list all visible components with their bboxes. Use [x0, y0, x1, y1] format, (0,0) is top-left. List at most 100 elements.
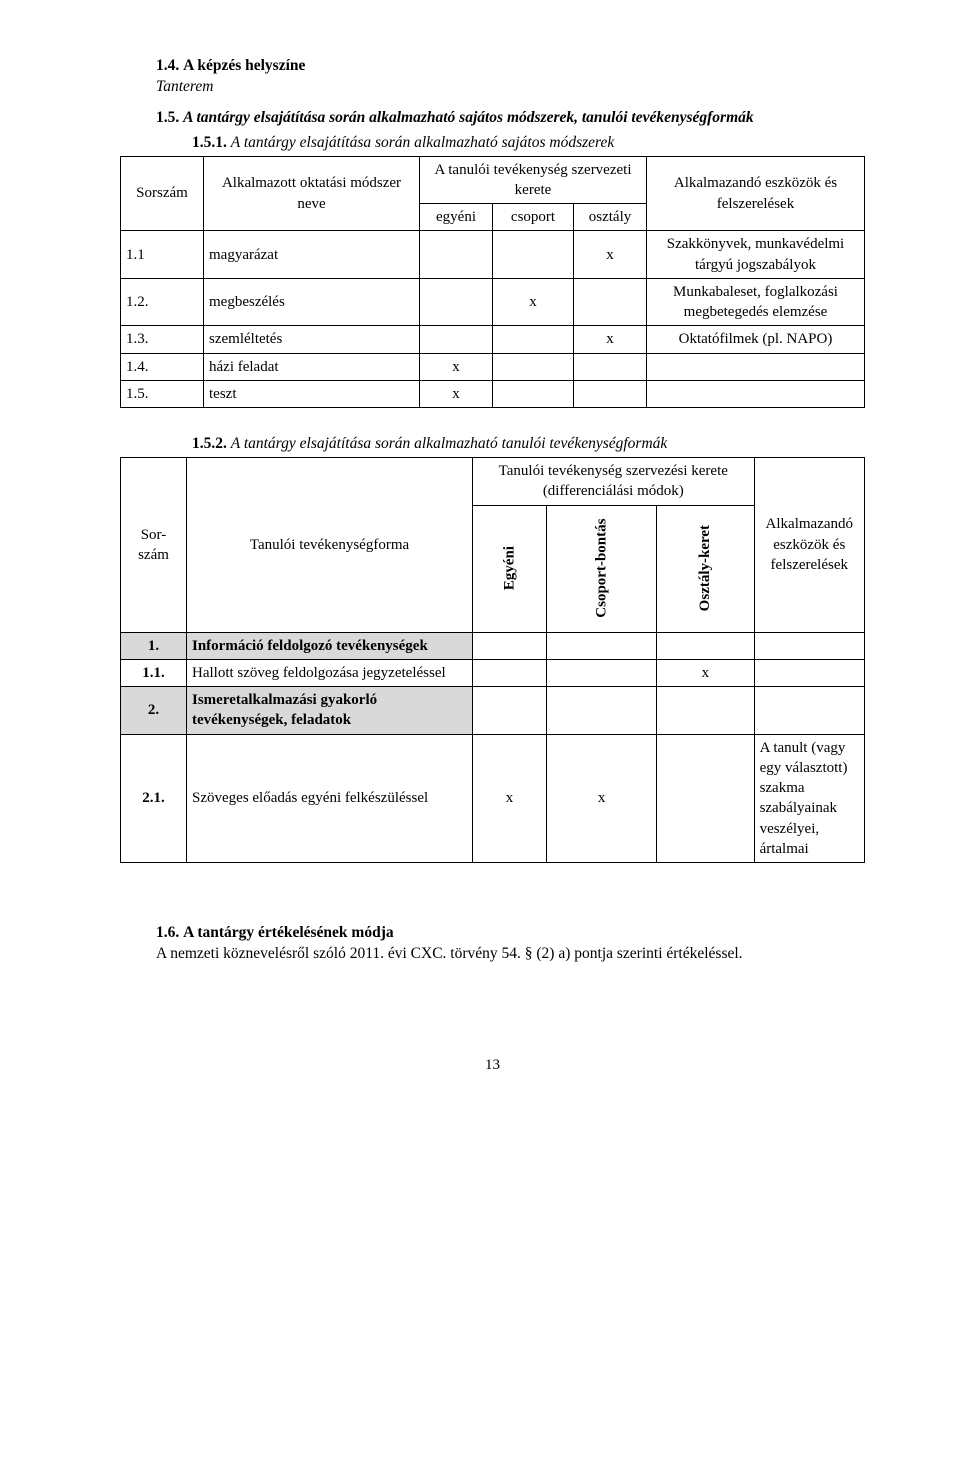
cell-csoport [493, 326, 574, 353]
cell-activity: Információ feldolgozó tevékenységek [187, 632, 473, 659]
section-1-5-2-num: 1.5.2. [192, 435, 227, 452]
cell-osztaly [574, 380, 647, 407]
cell-egyeni [473, 659, 547, 686]
hdr-csoport: csoport [493, 204, 574, 231]
hdr-egyeni: egyéni [420, 204, 493, 231]
cell-name: szemléltetés [204, 326, 420, 353]
cell-csoport [493, 353, 574, 380]
cell-sor: 1.1. [121, 659, 187, 686]
cell-osztaly: x [574, 326, 647, 353]
cell-eszk [754, 659, 864, 686]
hdr-name: Alkalmazott oktatási módszer neve [204, 156, 420, 231]
cell-name: magyarázat [204, 231, 420, 279]
cell-name: teszt [204, 380, 420, 407]
table-row: 1.2.megbeszélés x Munkabaleset, foglalkozá… [121, 278, 865, 326]
cell-name: megbeszélés [204, 278, 420, 326]
cell-osztaly [657, 734, 754, 863]
cell-csoport: x [547, 734, 657, 863]
cell-activity: Ismeretalkalmazási gyakorló tevékenysége… [187, 687, 473, 735]
cell-eszk [754, 632, 864, 659]
cell-sor: 1.1 [121, 231, 204, 279]
cell-sor: 1.2. [121, 278, 204, 326]
cell-osztaly: x [574, 231, 647, 279]
table-row: 1.1magyarázat xSzakkönyvek, munkavédelmi … [121, 231, 865, 279]
cell-csoport [493, 380, 574, 407]
section-1-5-2-title: A tantárgy elsajátítása során alkalmazha… [231, 435, 668, 452]
cell-csoport [547, 659, 657, 686]
hdr-sor: Sorszám [121, 156, 204, 231]
section-1-5-num: 1.5. [156, 109, 179, 126]
hdr2-eszk: Alkalmazandó eszközök és felszerelések [754, 458, 864, 633]
cell-osztaly [657, 632, 754, 659]
table-row: 1.3.szemléltetés xOktatófilmek (pl. NAPO) [121, 326, 865, 353]
cell-egyeni [420, 231, 493, 279]
cell-sor: 1.4. [121, 353, 204, 380]
cell-activity: Hallott szöveg feldolgozása jegyzeteléss… [187, 659, 473, 686]
hdr2-sor: Sor-szám [121, 458, 187, 633]
hdr2-act: Tanulói tevékenységforma [187, 458, 473, 633]
cell-csoport [547, 687, 657, 735]
cell-osztaly [574, 278, 647, 326]
methods-table: Sorszám Alkalmazott oktatási módszer nev… [120, 156, 865, 409]
cell-sor: 2. [121, 687, 187, 735]
cell-sor: 1.3. [121, 326, 204, 353]
cell-csoport: x [493, 278, 574, 326]
cell-osztaly: x [657, 659, 754, 686]
section-1-6-title: A tantárgy értékelésének módja [183, 924, 394, 941]
section-1-6-num: 1.6. [156, 924, 179, 941]
cell-sor: 1.5. [121, 380, 204, 407]
section-1-5-1-title: A tantárgy elsajátítása során alkalmazha… [231, 134, 614, 151]
cell-eszk [647, 353, 865, 380]
table-row: 2.Ismeretalkalmazási gyakorló tevékenysé… [121, 687, 865, 735]
cell-eszk: Munkabaleset, foglalkozási megbetegedés … [647, 278, 865, 326]
section-1-5-1-heading: 1.5.1. A tantárgy elsajátítása során alk… [192, 133, 865, 154]
hdr2-osztaly: Osztály-keret [657, 505, 754, 632]
cell-eszk: A tanult (vagy egy választott) szakma sz… [754, 734, 864, 863]
cell-eszk: Szakkönyvek, munkavédelmi tárgyú jogszab… [647, 231, 865, 279]
section-1-4-body: Tanterem [156, 77, 865, 98]
cell-name: házi feladat [204, 353, 420, 380]
cell-egyeni: x [473, 734, 547, 863]
cell-activity: Szöveges előadás egyéni felkészüléssel [187, 734, 473, 863]
section-1-5-heading: 1.5. A tantárgy elsajátítása során alkal… [156, 108, 865, 129]
cell-csoport [493, 231, 574, 279]
section-1-5-2-heading: 1.5.2. A tantárgy elsajátítása során alk… [192, 434, 865, 455]
cell-egyeni: x [420, 353, 493, 380]
cell-sor: 1. [121, 632, 187, 659]
cell-egyeni [473, 632, 547, 659]
cell-sor: 2.1. [121, 734, 187, 863]
activity-forms-table: Sor-szám Tanulói tevékenységforma Tanuló… [120, 457, 865, 863]
cell-egyeni: x [420, 380, 493, 407]
hdr2-diff: Tanulói tevékenység szervezési kerete (d… [473, 458, 755, 506]
cell-egyeni [420, 326, 493, 353]
cell-eszk [754, 687, 864, 735]
section-1-4-heading: 1.4. A képzés helyszíne [156, 56, 865, 77]
cell-eszk [647, 380, 865, 407]
section-1-6-heading: 1.6. A tantárgy értékelésének módja [156, 923, 865, 944]
section-1-4: 1.4. A képzés helyszíne Tanterem [120, 56, 865, 98]
hdr-kerete: A tanulói tevékenység szervezeti kerete [420, 156, 647, 204]
cell-egyeni [420, 278, 493, 326]
cell-osztaly [657, 687, 754, 735]
cell-csoport [547, 632, 657, 659]
cell-egyeni [473, 687, 547, 735]
cell-eszk: Oktatófilmek (pl. NAPO) [647, 326, 865, 353]
table-row: 1.Információ feldolgozó tevékenységek [121, 632, 865, 659]
table-header-row-1: Sorszám Alkalmazott oktatási módszer nev… [121, 156, 865, 204]
section-1-5-1-num: 1.5.1. [192, 134, 227, 151]
cell-osztaly [574, 353, 647, 380]
table-row: 1.5.tesztx [121, 380, 865, 407]
hdr2-csoport: Csoport-bontás [547, 505, 657, 632]
section-1-4-num: 1.4. [156, 57, 179, 74]
table-row: 2.1.Szöveges előadás egyéni felkészüléss… [121, 734, 865, 863]
table-row: 1.4.házi feladatx [121, 353, 865, 380]
section-1-4-title: A képzés helyszíne [183, 57, 305, 74]
hdr2-egyeni: Egyéni [473, 505, 547, 632]
table-row: 1.1.Hallott szöveg feldolgozása jegyzete… [121, 659, 865, 686]
section-1-6-body: A nemzeti köznevelésről szóló 2011. évi … [156, 944, 865, 965]
section-1-5-title: A tantárgy elsajátítása során alkalmazha… [183, 109, 754, 126]
table2-header-row-1: Sor-szám Tanulói tevékenységforma Tanuló… [121, 458, 865, 506]
hdr-osztaly: osztály [574, 204, 647, 231]
hdr-eszk: Alkalmazandó eszközök és felszerelések [647, 156, 865, 231]
page-number: 13 [120, 1055, 865, 1075]
